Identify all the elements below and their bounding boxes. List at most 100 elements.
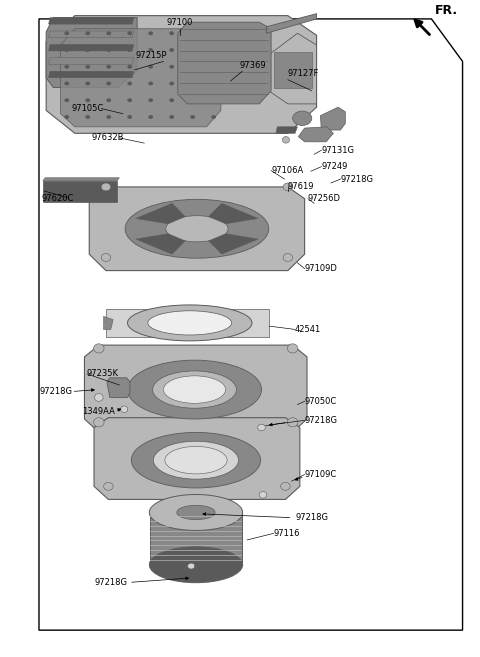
Ellipse shape [165,447,227,474]
Ellipse shape [120,406,128,413]
Ellipse shape [127,32,132,35]
Ellipse shape [107,32,111,35]
Ellipse shape [64,99,69,102]
Ellipse shape [190,81,195,85]
Ellipse shape [127,65,132,69]
Ellipse shape [128,305,252,341]
Ellipse shape [169,115,174,119]
Polygon shape [48,18,134,24]
Ellipse shape [127,48,132,52]
Ellipse shape [85,65,90,69]
Ellipse shape [154,442,239,479]
Polygon shape [48,71,134,78]
Polygon shape [266,14,317,34]
Polygon shape [106,309,269,337]
Polygon shape [48,45,134,51]
Ellipse shape [95,394,103,401]
Ellipse shape [85,99,90,102]
Text: 97256D: 97256D [308,194,341,203]
Ellipse shape [211,48,216,52]
Ellipse shape [288,418,298,427]
Ellipse shape [169,81,174,85]
Polygon shape [107,378,130,397]
Polygon shape [48,31,134,37]
Ellipse shape [85,115,90,119]
Ellipse shape [166,215,228,242]
Ellipse shape [107,48,111,52]
Text: 97218G: 97218G [40,387,73,396]
Ellipse shape [149,495,242,530]
Ellipse shape [259,491,267,498]
Polygon shape [60,29,221,127]
Ellipse shape [148,311,232,335]
Ellipse shape [85,48,90,52]
Ellipse shape [128,360,262,419]
Ellipse shape [148,48,153,52]
Ellipse shape [127,99,132,102]
Text: 97109C: 97109C [305,470,337,479]
Text: 97050C: 97050C [305,397,337,406]
Polygon shape [84,345,307,432]
Ellipse shape [94,344,104,353]
Ellipse shape [107,81,111,85]
Ellipse shape [190,99,195,102]
Ellipse shape [64,81,69,85]
Ellipse shape [169,32,174,35]
Text: 97218G: 97218G [340,175,373,183]
Ellipse shape [190,32,195,35]
Ellipse shape [101,183,111,191]
Ellipse shape [107,99,111,102]
Ellipse shape [293,111,312,125]
Ellipse shape [149,547,242,583]
Ellipse shape [148,65,153,69]
Ellipse shape [85,32,90,35]
Ellipse shape [64,32,69,35]
Text: 97619: 97619 [288,182,314,191]
Ellipse shape [64,65,69,69]
Ellipse shape [153,371,237,408]
Ellipse shape [211,32,216,35]
Polygon shape [269,34,317,104]
Text: 97109D: 97109D [305,264,337,273]
Text: 97215P: 97215P [136,51,167,60]
Ellipse shape [127,115,132,119]
Polygon shape [321,107,345,130]
Ellipse shape [125,199,269,258]
Ellipse shape [127,81,132,85]
Text: 97249: 97249 [322,162,348,171]
Ellipse shape [148,81,153,85]
Ellipse shape [85,81,90,85]
Ellipse shape [169,65,174,69]
Text: 42541: 42541 [295,325,321,334]
Ellipse shape [148,115,153,119]
Text: 97218G: 97218G [94,578,127,587]
Text: 97131G: 97131G [322,146,354,155]
Ellipse shape [94,418,104,427]
Ellipse shape [64,48,69,52]
Ellipse shape [148,99,153,102]
Text: 1349AA: 1349AA [82,407,115,416]
Ellipse shape [281,482,290,490]
Polygon shape [94,418,300,499]
Text: FR.: FR. [435,4,458,17]
Ellipse shape [107,115,111,119]
Polygon shape [274,52,312,87]
Polygon shape [89,187,305,271]
Ellipse shape [282,137,289,143]
Ellipse shape [132,432,261,488]
Polygon shape [46,16,317,133]
Polygon shape [136,234,185,254]
Polygon shape [43,178,120,181]
Polygon shape [46,18,137,87]
Ellipse shape [188,563,195,569]
Polygon shape [48,58,134,64]
Ellipse shape [190,115,195,119]
Ellipse shape [190,48,195,52]
Ellipse shape [101,254,111,261]
Text: 97369: 97369 [240,61,266,70]
Polygon shape [299,127,333,142]
Ellipse shape [283,183,293,191]
Ellipse shape [211,65,216,69]
Text: 97100: 97100 [167,18,193,27]
Ellipse shape [148,32,153,35]
